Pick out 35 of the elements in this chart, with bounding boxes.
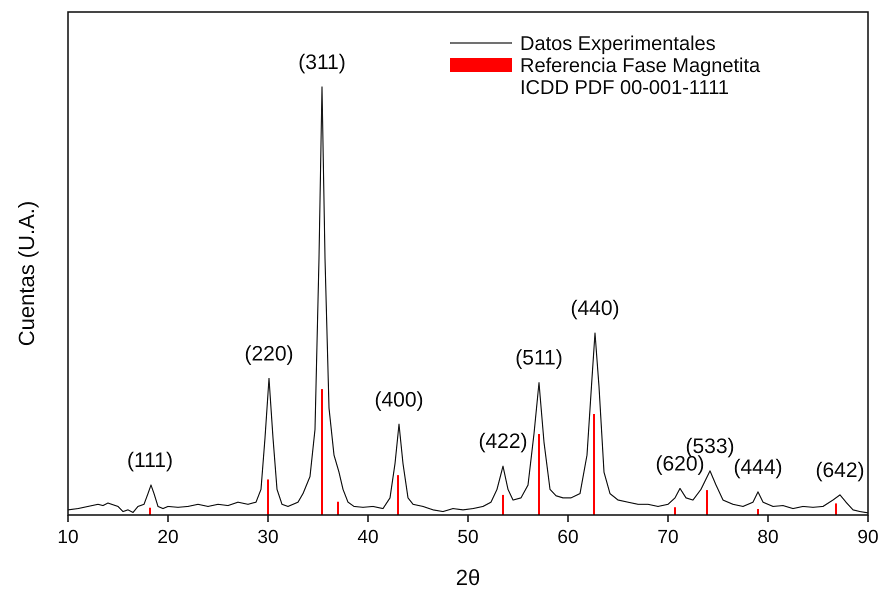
bar	[706, 490, 708, 515]
bar	[674, 507, 676, 515]
legend-label: Datos Experimentales	[520, 33, 716, 55]
x-tick-label: 90	[857, 527, 879, 548]
y-axis-title: Cuentas (U.A.)	[14, 200, 39, 346]
x-tick-label: 60	[557, 527, 579, 548]
x-tick-label: 40	[357, 527, 379, 548]
bar	[593, 414, 595, 515]
bar	[757, 509, 759, 515]
annotation: (533)	[685, 434, 735, 458]
bar	[502, 494, 504, 515]
annotation: (422)	[478, 430, 528, 454]
x-tick-label: 20	[157, 527, 179, 548]
bar	[149, 508, 151, 515]
bar	[835, 503, 837, 515]
x-axis-title: 2θ	[456, 565, 480, 590]
bar	[321, 389, 323, 515]
annotation: (511)	[515, 346, 563, 370]
annotation: (642)	[815, 458, 865, 482]
bar	[397, 475, 399, 515]
bar	[337, 502, 339, 515]
annotation: (311)	[298, 51, 346, 74]
annotation: (220)	[244, 342, 294, 366]
annotation: (440)	[570, 297, 620, 320]
bar	[538, 434, 540, 515]
x-tick-label: 10	[57, 527, 79, 548]
x-tick-label: 30	[257, 527, 279, 548]
bar	[267, 479, 269, 515]
annotation: (444)	[733, 456, 783, 479]
x-tick-label: 70	[657, 527, 679, 548]
x-tick-label: 50	[457, 527, 479, 548]
legend-label: Referencia Fase Magnetita ICDD PDF 00-001-1111	[520, 55, 762, 99]
annotation: (111)	[127, 449, 173, 472]
annotation: (400)	[374, 388, 424, 412]
x-tick-label: 80	[757, 527, 779, 548]
